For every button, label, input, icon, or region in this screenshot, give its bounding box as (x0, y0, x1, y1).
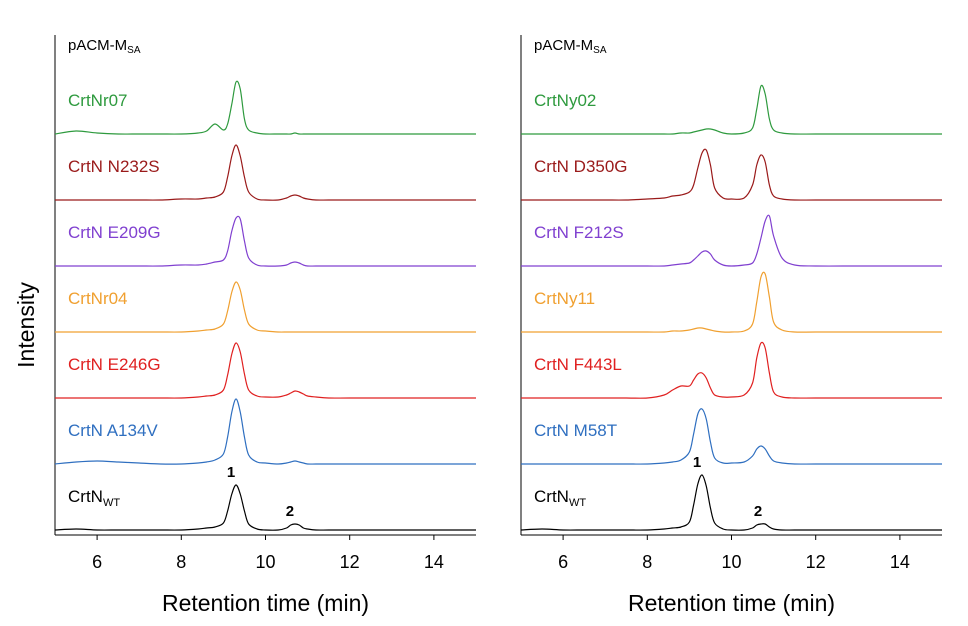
chromatogram-line (521, 271, 942, 333)
chromatogram-line (54, 484, 476, 531)
chromatogram-line (521, 341, 942, 399)
chromatogram-line (520, 474, 942, 531)
series-name: CrtN N232S (68, 157, 160, 176)
series-subscript: WT (569, 497, 586, 509)
series-name: CrtN D350G (534, 157, 628, 176)
chromatogram-line (521, 148, 942, 201)
series-label: CrtN E246G (68, 355, 161, 374)
series-label: CrtNr07 (68, 91, 128, 110)
chromatogram-line (55, 342, 476, 399)
series-label: CrtNr04 (68, 289, 128, 308)
peak-label: 1 (693, 454, 701, 471)
x-tick-label: 6 (92, 552, 102, 572)
peak-label: 1 (227, 464, 235, 481)
series-label: CrtN E209G (68, 223, 161, 242)
chromatogram-line (54, 398, 476, 465)
series-label: CrtNWT (68, 487, 120, 508)
series-subscript: WT (103, 497, 120, 509)
x-tick-label: 12 (340, 552, 360, 572)
series-name: CrtN A134V (68, 421, 158, 440)
chromatogram-line (54, 80, 476, 135)
chromatogram-line (55, 281, 476, 333)
x-tick-label: 8 (176, 552, 186, 572)
series-label: CrtN F443L (534, 355, 622, 374)
series-name: CrtN E246G (68, 355, 161, 374)
x-tick-label: 10 (255, 552, 275, 572)
x-tick-label: 14 (890, 552, 910, 572)
chromatogram-line (521, 214, 942, 267)
title-subscript: SA (127, 45, 141, 56)
x-tick-label: 12 (806, 552, 826, 572)
x-tick-label: 10 (721, 552, 741, 572)
series-name: CrtN (68, 487, 103, 506)
series-name: CrtNr07 (68, 91, 128, 110)
series-label: CrtN D350G (534, 157, 628, 176)
series-name: CrtN M58T (534, 421, 617, 440)
x-tick-label: 14 (424, 552, 444, 572)
x-axis-label: Retention time (min) (628, 590, 835, 616)
title-text: pACM-M (68, 37, 127, 54)
series-label: CrtN N232S (68, 157, 160, 176)
title-subscript: SA (593, 45, 607, 56)
x-tick-label: 6 (558, 552, 568, 572)
x-tick-label: 8 (642, 552, 652, 572)
chromatogram-line (55, 144, 476, 201)
series-name: CrtN F212S (534, 223, 624, 242)
series-name: CrtNy11 (534, 289, 595, 308)
series-name: CrtN F443L (534, 355, 622, 374)
panel-title: pACM-MSA (534, 37, 607, 56)
peak-label: 2 (286, 503, 294, 520)
series-label: CrtNWT (534, 487, 586, 508)
series-label: CrtNy02 (534, 91, 596, 110)
series-name: CrtNy02 (534, 91, 596, 110)
series-name: CrtNr04 (68, 289, 128, 308)
series-name: CrtN (534, 487, 569, 506)
chromatogram-line (55, 215, 476, 267)
y-axis-label: Intensity (13, 282, 39, 368)
series-label: CrtNy11 (534, 289, 595, 308)
series-label: CrtN F212S (534, 223, 624, 242)
chromatogram-line (520, 408, 942, 465)
x-axis-label: Retention time (min) (162, 590, 369, 616)
series-name: CrtN E209G (68, 223, 161, 242)
title-text: pACM-M (534, 37, 593, 54)
chromatogram-line (521, 84, 942, 135)
panel-title: pACM-MSA (68, 37, 141, 56)
series-label: CrtN A134V (68, 421, 158, 440)
series-label: CrtN M58T (534, 421, 617, 440)
peak-label: 2 (754, 503, 762, 520)
